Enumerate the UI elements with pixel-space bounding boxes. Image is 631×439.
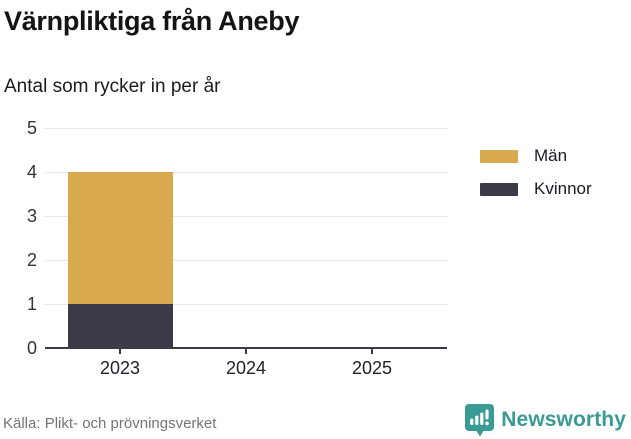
newsworthy-bar-chart-icon [465, 404, 495, 437]
bar-2023-kvinnor [67, 304, 173, 348]
gridline-4 [45, 172, 447, 173]
x-tick-label-2023: 2023 [99, 358, 141, 378]
y-tick-label-4: 4 [26, 162, 37, 182]
y-tick-label-3: 3 [26, 206, 37, 226]
legend-swatch-kvinnor [480, 182, 518, 196]
x-axis-line [45, 347, 447, 349]
legend-label-män: Män [534, 146, 568, 165]
gridline-3 [45, 216, 447, 217]
x-tick-2024 [245, 349, 247, 354]
gridline-5 [45, 128, 447, 129]
chart-subtitle: Antal som rycker in per år [4, 76, 221, 97]
source-text: Källa: Plikt- och prövningsverket [3, 415, 217, 432]
x-tick-label-2024: 2024 [225, 358, 267, 378]
plot-area: 0 1 2 3 4 5 2023 2024 2025 [27, 118, 447, 378]
gridline-2 [45, 260, 447, 261]
bar-2023-män [67, 172, 173, 304]
y-tick-label-0: 0 [26, 338, 37, 358]
legend-label-kvinnor: Kvinnor [534, 179, 592, 198]
x-tick-label-2025: 2025 [351, 358, 393, 378]
newsworthy-wordmark: Newsworthy [501, 408, 626, 431]
legend: Män Kvinnor [480, 146, 592, 212]
y-tick-label-5: 5 [26, 118, 37, 138]
x-tick-2025 [371, 349, 373, 354]
legend-item-män: Män [480, 146, 592, 166]
legend-swatch-män [480, 149, 518, 163]
newsworthy-logo[interactable]: Newsworthy [464, 403, 626, 437]
chart-title: Värnpliktiga från Aneby [4, 6, 300, 36]
y-tick-label-1: 1 [26, 294, 37, 314]
legend-item-kvinnor: Kvinnor [480, 179, 592, 199]
x-tick-2023 [119, 349, 121, 354]
y-tick-label-2: 2 [26, 250, 37, 270]
gridline-1 [45, 304, 447, 305]
